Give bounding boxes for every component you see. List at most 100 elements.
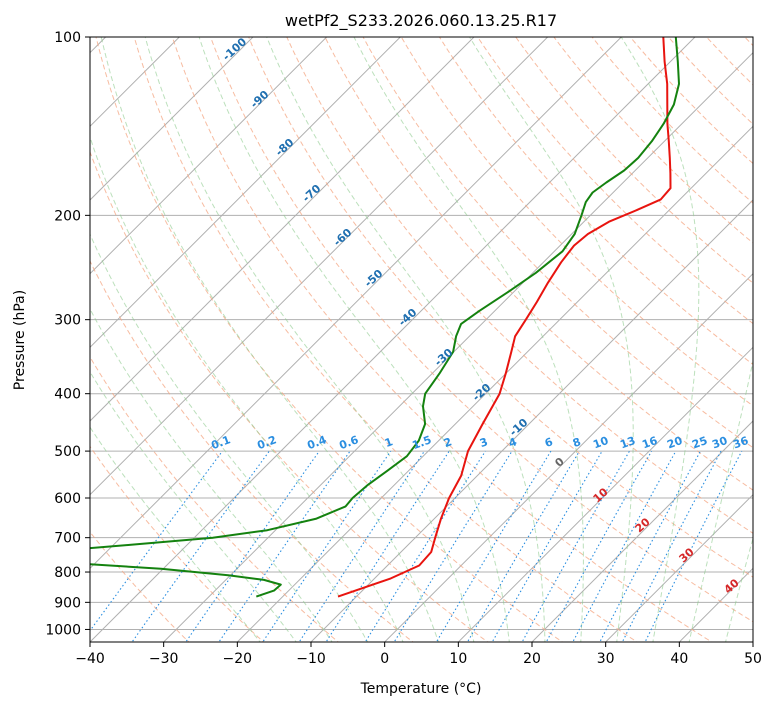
mixing-ratio-label: 3 bbox=[478, 435, 490, 450]
isotherm-line bbox=[236, 125, 753, 642]
moist-adiabat-line bbox=[469, 37, 634, 642]
background-lines bbox=[90, 37, 753, 642]
dry-adiabat-line bbox=[95, 37, 564, 642]
dry-adiabat-line bbox=[209, 37, 753, 623]
isotherm-line bbox=[383, 272, 753, 642]
dry-adiabat-line bbox=[90, 531, 190, 642]
moist-adiabat-line bbox=[353, 37, 584, 642]
x-tick-label: 40 bbox=[670, 651, 688, 667]
sounding-line bbox=[90, 37, 680, 598]
mixing-ratio-line bbox=[572, 450, 677, 642]
dry-adiabat-line bbox=[324, 37, 753, 491]
y-tick-label: 600 bbox=[54, 491, 81, 507]
mixing-ratio-label: 1.5 bbox=[410, 433, 433, 452]
mixing-ratio-line bbox=[393, 450, 513, 642]
x-tick-label: −30 bbox=[149, 651, 179, 667]
moist-adiabat-line bbox=[198, 37, 510, 642]
mixing-ratio-line bbox=[364, 450, 486, 642]
moist-adiabat-line bbox=[90, 370, 297, 642]
mixing-ratio-label: 6 bbox=[543, 435, 555, 450]
isotherm-line bbox=[90, 37, 696, 642]
isotherm-line bbox=[90, 37, 328, 275]
mixing-ratio-label: 16 bbox=[640, 434, 659, 452]
y-tick-label: 100 bbox=[54, 30, 81, 46]
dry-adiabat-line bbox=[90, 356, 340, 642]
mixing-ratio-label: 36 bbox=[731, 434, 750, 452]
isotherm-line bbox=[457, 346, 753, 642]
x-tick-label: 20 bbox=[523, 651, 541, 667]
mixing-ratio-label: 30 bbox=[710, 434, 729, 452]
mixing-ratio-line bbox=[185, 450, 320, 642]
mixing-ratio-label: 0.1 bbox=[209, 433, 232, 452]
dry-adiabat-line bbox=[362, 37, 753, 449]
mixing-ratio-label: 2 bbox=[442, 435, 454, 450]
mixing-ratio-line bbox=[218, 450, 351, 642]
moist-adiabat-line bbox=[144, 37, 475, 642]
y-tick-label: 800 bbox=[54, 565, 81, 581]
x-tick-label: 30 bbox=[597, 651, 615, 667]
mixing-ratio-line bbox=[262, 450, 392, 642]
moist-adiabat-line bbox=[688, 358, 753, 642]
x-tick-label: 10 bbox=[449, 651, 467, 667]
mixing-ratio-label: 1 bbox=[383, 435, 395, 450]
x-axis-label: Temperature (°C) bbox=[360, 681, 482, 697]
sounding-line bbox=[337, 37, 672, 598]
mixing-ratio-label: 0.4 bbox=[305, 433, 328, 452]
mixing-ratio-line bbox=[90, 450, 223, 632]
moist-adiabat-line bbox=[90, 308, 333, 642]
x-tick-label: −10 bbox=[296, 651, 326, 667]
dry-adiabat-line bbox=[438, 37, 753, 366]
y-axis-label: Pressure (hPa) bbox=[12, 290, 28, 390]
mixing-ratio-label: 13 bbox=[618, 434, 637, 451]
dry-adiabat-line bbox=[248, 37, 753, 578]
dry-adiabat-line bbox=[286, 37, 753, 534]
mixing-ratio-label: 10 bbox=[591, 434, 610, 452]
y-tick-label: 200 bbox=[54, 208, 81, 224]
mixing-ratio-line bbox=[466, 450, 580, 642]
mixing-ratio-line bbox=[325, 450, 450, 642]
isotherm-line bbox=[90, 37, 475, 422]
isotherm-line bbox=[531, 420, 753, 642]
moist-adiabat-line bbox=[90, 135, 404, 642]
dry-adiabat-line bbox=[133, 37, 638, 642]
isotherm-line bbox=[90, 37, 623, 570]
x-axis-ticks: −40 −30 −20 −10 0 10 20 30 40 50 bbox=[75, 642, 762, 667]
y-tick-label: 300 bbox=[54, 313, 81, 329]
y-tick-label: 1000 bbox=[45, 622, 81, 638]
mixing-ratio-label: 0.6 bbox=[337, 433, 360, 452]
x-tick-label: 50 bbox=[744, 651, 762, 667]
x-tick-label: 0 bbox=[380, 651, 389, 667]
mixing-ratio-label: 25 bbox=[690, 434, 709, 451]
mixing-ratio-label: 0.2 bbox=[255, 433, 278, 452]
x-tick-label: −40 bbox=[75, 651, 105, 667]
mixing-ratio-line bbox=[131, 450, 270, 642]
moist-adiabat-line bbox=[266, 37, 546, 642]
chart-title: wetPf2_S233.2026.060.13.25.R17 bbox=[285, 11, 557, 31]
mixing-ratio-label: 8 bbox=[571, 435, 583, 450]
isotherm-line bbox=[162, 51, 753, 642]
y-tick-label: 700 bbox=[54, 531, 81, 547]
moist-adiabat-line bbox=[620, 37, 700, 642]
x-tick-label: −20 bbox=[223, 651, 253, 667]
moist-adiabat-line bbox=[90, 426, 261, 642]
isotherm-line bbox=[310, 199, 753, 642]
mixing-ratio-label: 20 bbox=[665, 434, 684, 452]
mixing-ratio-line bbox=[621, 450, 722, 642]
mixing-ratio-line bbox=[298, 450, 425, 642]
plot-frame bbox=[89, 36, 754, 643]
y-axis-ticks: 1000 900 800 700 600 500 400 300 200 100 bbox=[45, 30, 90, 638]
y-tick-label: 900 bbox=[54, 595, 81, 611]
sounding-series bbox=[90, 37, 680, 598]
moist-adiabat-line bbox=[100, 37, 440, 642]
y-tick-label: 400 bbox=[54, 387, 81, 403]
dry-adiabat-line bbox=[171, 37, 713, 642]
dry-adiabat-line bbox=[90, 259, 414, 642]
dry-adiabat-line bbox=[90, 150, 489, 642]
moist-adiabat-line bbox=[725, 536, 753, 642]
isotherm-line bbox=[604, 493, 753, 642]
y-tick-label: 500 bbox=[54, 444, 81, 460]
mixing-ratio-label: 4 bbox=[507, 435, 519, 450]
isotherm-line bbox=[90, 37, 549, 496]
